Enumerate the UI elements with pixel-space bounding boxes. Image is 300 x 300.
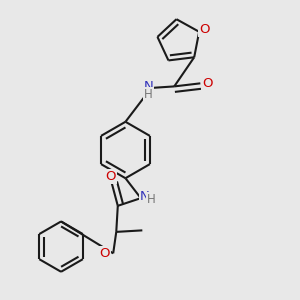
Text: N: N — [143, 80, 153, 93]
Text: N: N — [140, 190, 149, 203]
Text: O: O — [99, 247, 110, 260]
Text: O: O — [106, 169, 116, 183]
Text: H: H — [147, 193, 156, 206]
Text: H: H — [144, 88, 153, 101]
Text: O: O — [200, 23, 210, 36]
Text: O: O — [202, 77, 212, 90]
